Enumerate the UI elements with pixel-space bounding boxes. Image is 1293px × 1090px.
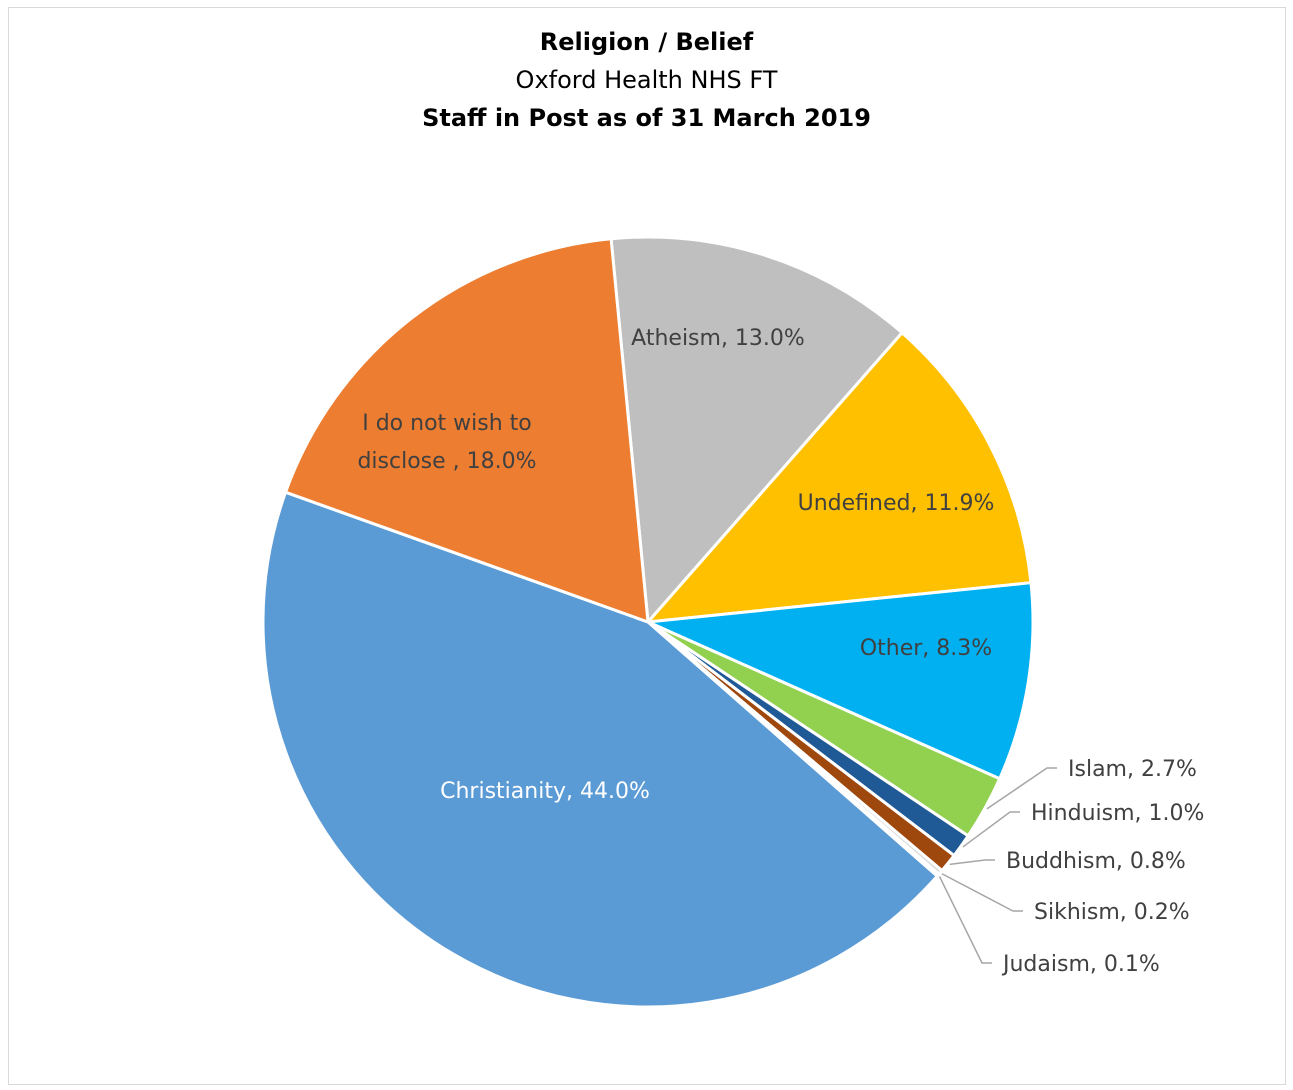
leader-line-judaism — [938, 876, 992, 964]
data-label-hinduism: Hinduism, 1.0% — [1031, 801, 1204, 826]
data-label-buddhism: Buddhism, 0.8% — [1006, 849, 1186, 874]
data-label-christianity: Christianity, 44.0% — [440, 779, 650, 804]
pie-slice-atheism — [609, 235, 904, 624]
leader-line-hinduism — [962, 811, 1020, 848]
chart-title: Religion / Belief — [539, 28, 754, 56]
leader-line-sikhism — [941, 873, 1023, 912]
pie-slice-other — [646, 581, 1035, 781]
chart-subtitle-2: Staff in Post as of 31 March 2019 — [422, 104, 871, 132]
data-label-atheism: Atheism, 13.0% — [631, 326, 805, 351]
data-label-islam: Islam, 2.7% — [1068, 757, 1197, 782]
data-label-judaism: Judaism, 0.1% — [1001, 952, 1160, 977]
leader-line-buddhism — [949, 859, 995, 866]
data-label-sikhism: Sikhism, 0.2% — [1034, 900, 1190, 925]
data-label-other: Other, 8.3% — [860, 636, 992, 661]
pie-slice-i-do-not-wish-to-disclose — [284, 237, 650, 624]
pie-slice-undefined — [646, 331, 1033, 624]
chart-subtitle: Oxford Health NHS FT — [515, 66, 778, 94]
data-label-undefined: Undefined, 11.9% — [798, 491, 995, 516]
pie-slice-christianity — [261, 490, 939, 1009]
data-label-i-do-not-wish-to-disclose: I do not wish to disclose , 18.0% — [357, 411, 536, 474]
leader-line-islam — [986, 767, 1057, 810]
